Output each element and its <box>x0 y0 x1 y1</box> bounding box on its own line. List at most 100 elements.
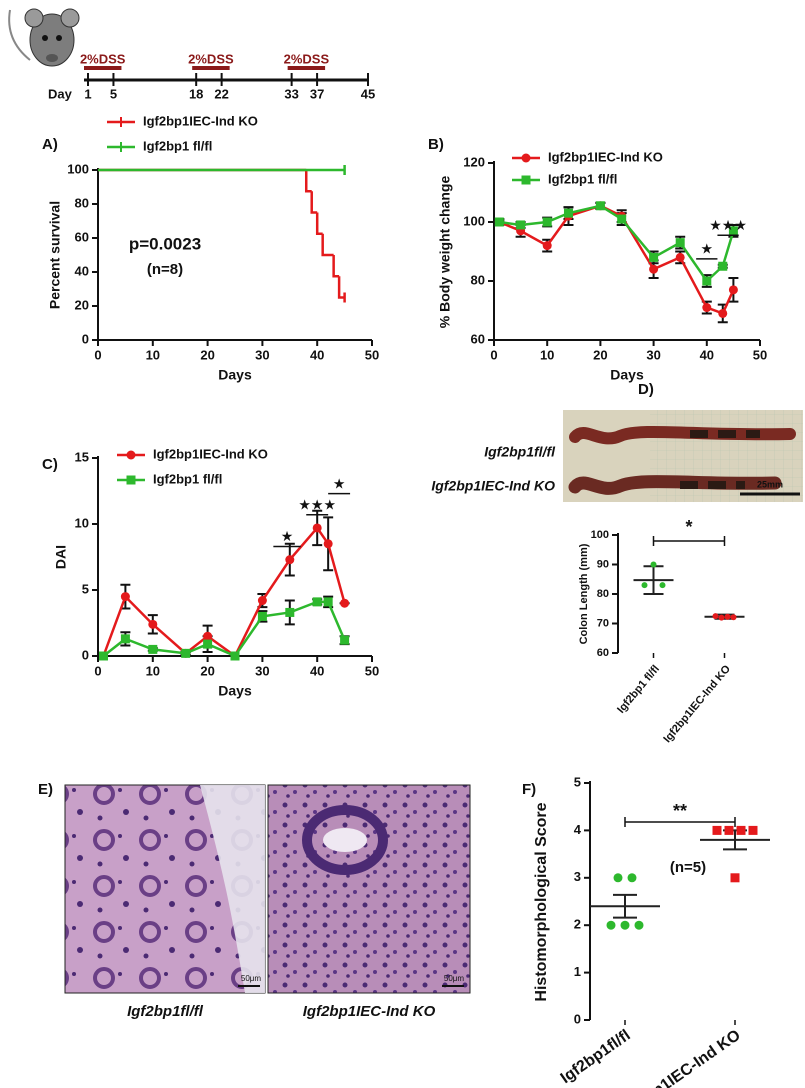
y-tick-label: 20 <box>75 297 89 312</box>
survival-step <box>310 191 318 214</box>
marker <box>675 252 685 262</box>
panel-label: F) <box>522 781 536 798</box>
y-tick-label: 1 <box>574 964 581 979</box>
series-line <box>499 204 735 283</box>
marker <box>230 651 240 661</box>
annotation: (n=5) <box>670 859 706 876</box>
marker <box>650 561 657 568</box>
y-tick-label: 100 <box>463 213 485 228</box>
y-axis-label: Colon Length (mm) <box>578 543 590 644</box>
x-tick-label: 20 <box>593 347 607 362</box>
treatment-label: 2%DSS <box>284 51 330 66</box>
marker <box>728 226 738 236</box>
panel-label: D) <box>638 381 654 398</box>
significance-bracket <box>652 536 726 546</box>
y-tick-label: 5 <box>82 581 89 596</box>
y-tick-label: 80 <box>597 588 609 600</box>
marker <box>148 644 158 654</box>
marker <box>323 597 333 607</box>
marker <box>675 238 685 248</box>
y-tick-label: 0 <box>82 331 89 346</box>
panel-label: B) <box>428 136 444 153</box>
survival-step <box>337 276 345 299</box>
x-tick-label: 10 <box>146 663 160 678</box>
timeline-tick-label: 1 <box>84 86 91 101</box>
marker <box>659 582 666 589</box>
timeline-tick-label: 5 <box>110 86 117 101</box>
y-tick-label: 4 <box>574 822 582 837</box>
legend-label: Igf2bp1 fl/fl <box>153 471 222 486</box>
x-tick-label: Igf2bp1IEC-Ind KO <box>661 663 733 745</box>
significance-label: ★ <box>701 241 714 257</box>
marker <box>712 825 722 835</box>
y-tick-label: 10 <box>75 515 89 530</box>
y-tick-label: 15 <box>75 449 89 464</box>
x-tick-label: 0 <box>94 347 101 362</box>
y-tick-label: 80 <box>75 195 89 210</box>
marker <box>724 825 734 835</box>
x-tick-label: Igf2bp1fl/fl <box>558 1027 634 1087</box>
panel-label: E) <box>38 781 53 798</box>
marker <box>718 308 728 318</box>
x-tick-label: 30 <box>255 663 269 678</box>
marker <box>203 639 213 649</box>
significance-label: ** <box>673 801 687 821</box>
marker <box>595 201 605 211</box>
marker <box>323 539 333 549</box>
significance-label: ★ <box>281 528 294 544</box>
marker <box>312 523 322 533</box>
x-tick-label: 20 <box>200 663 214 678</box>
legend-marker <box>521 153 531 163</box>
x-tick-label: 20 <box>200 347 214 362</box>
x-tick-label: Igf2bp1 fl/fl <box>615 663 662 716</box>
marker <box>748 825 758 835</box>
marker <box>728 285 738 295</box>
marker <box>730 873 740 883</box>
scale-bar-label: 50μm <box>241 974 262 983</box>
marker <box>542 217 552 227</box>
marker <box>257 596 267 606</box>
x-tick-label: 40 <box>310 347 324 362</box>
y-tick-label: 60 <box>597 647 609 659</box>
y-axis-label: Percent survival <box>47 201 63 309</box>
significance-label: * <box>685 517 692 537</box>
y-tick-label: 90 <box>597 558 609 570</box>
legend-label: Igf2bp1 fl/fl <box>548 171 617 186</box>
annotation: (n=8) <box>147 261 183 278</box>
significance-label: ★★★ <box>709 217 747 233</box>
marker <box>641 582 648 589</box>
y-axis-label: DAI <box>53 545 69 569</box>
marker <box>634 920 644 930</box>
y-tick-label: 100 <box>591 529 609 541</box>
marker <box>516 220 526 230</box>
marker <box>340 598 350 608</box>
legend-label: Igf2bp1IEC-Ind KO <box>153 446 268 461</box>
x-tick-label: 10 <box>146 347 160 362</box>
error-bar <box>613 893 637 919</box>
marker <box>257 611 267 621</box>
x-tick-label: 30 <box>255 347 269 362</box>
y-tick-label: 80 <box>471 272 485 287</box>
marker <box>494 217 504 227</box>
x-tick-label: 50 <box>365 663 379 678</box>
scale-bar-label: 25mm <box>757 479 783 489</box>
marker <box>148 619 158 629</box>
y-tick-label: 60 <box>75 229 89 244</box>
x-tick-label: 40 <box>700 347 714 362</box>
marker <box>563 208 573 218</box>
y-tick-label: 60 <box>471 331 485 346</box>
marker <box>613 873 623 883</box>
marker <box>649 252 659 262</box>
x-tick-label: 0 <box>490 347 497 362</box>
y-tick-label: 40 <box>75 263 89 278</box>
marker <box>702 303 712 313</box>
marker <box>702 276 712 286</box>
legend-marker <box>521 175 531 185</box>
photo-label: Igf2bp1fl/fl <box>484 444 556 460</box>
x-tick-label: 40 <box>310 663 324 678</box>
marker <box>736 825 746 835</box>
significance-label: ★ <box>333 475 346 491</box>
marker <box>724 613 731 620</box>
marker <box>120 634 130 644</box>
timeline-tick-label: 45 <box>361 86 375 101</box>
